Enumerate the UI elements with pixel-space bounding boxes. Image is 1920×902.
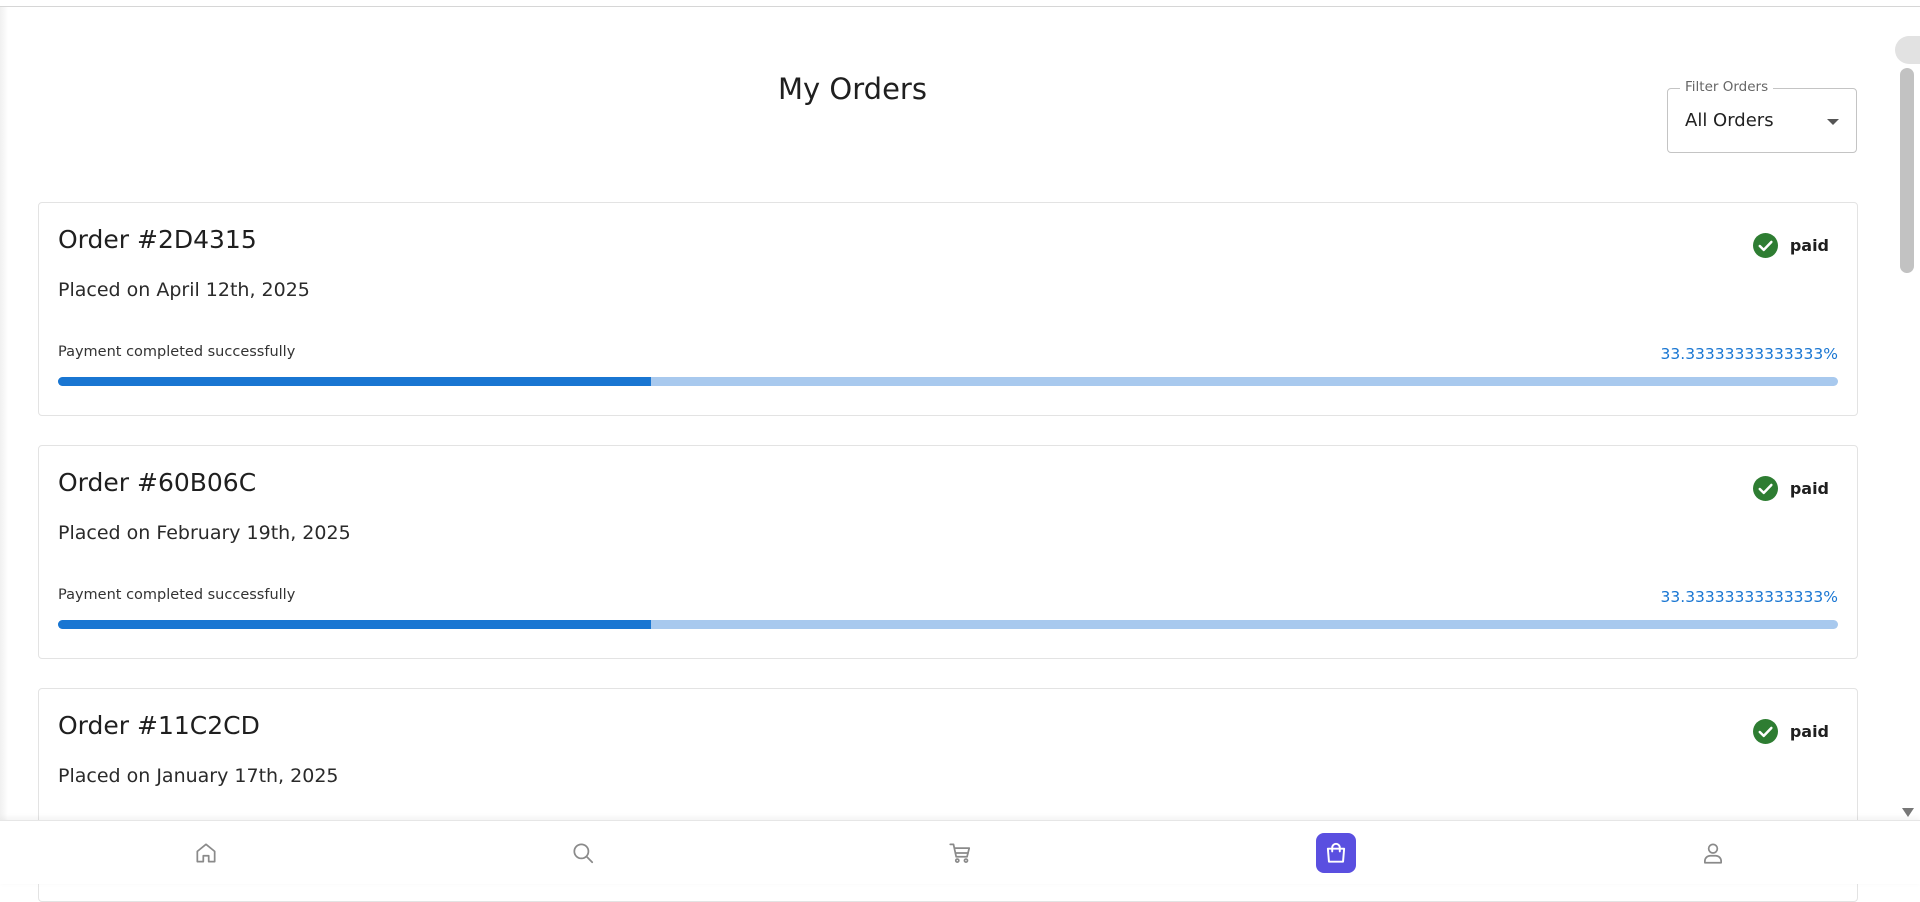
- nav-search-button[interactable]: [563, 833, 603, 873]
- order-date: Placed on February 19th, 2025: [58, 522, 351, 544]
- status-text: paid: [1789, 479, 1829, 498]
- progress-fill: [58, 377, 652, 386]
- status-text: paid: [1789, 722, 1829, 741]
- nav-profile-button[interactable]: [1693, 833, 1733, 873]
- scrollbar[interactable]: [1895, 36, 1920, 826]
- cart-icon: [949, 843, 971, 863]
- order-date: Placed on April 12th, 2025: [58, 279, 310, 301]
- filter-orders-label: Filter Orders: [1680, 79, 1774, 95]
- order-card[interactable]: Order #60B06C paid Placed on February 19…: [38, 445, 1858, 659]
- order-title: Order #11C2CD: [58, 711, 260, 740]
- status-badge: paid: [1752, 719, 1829, 744]
- order-date: Placed on January 17th, 2025: [58, 765, 339, 787]
- order-title: Order #60B06C: [58, 468, 257, 497]
- filter-orders-value: All Orders: [1685, 110, 1774, 131]
- user-icon: [1704, 843, 1722, 864]
- progress-caption: Payment completed successfully: [58, 344, 296, 360]
- filter-orders-select[interactable]: Filter Orders All Orders: [1667, 79, 1857, 153]
- progress-percent: 33.33333333333333%: [1660, 345, 1838, 363]
- check-circle-icon: [1752, 233, 1778, 258]
- bottom-nav: [0, 820, 1920, 884]
- top-divider: [0, 6, 1920, 7]
- progress-percent: 33.33333333333333%: [1660, 588, 1838, 606]
- order-card[interactable]: Order #2D4315 paid Placed on April 12th,…: [38, 202, 1858, 416]
- nav-cart-button[interactable]: [940, 833, 980, 873]
- status-text: paid: [1789, 236, 1829, 255]
- scrollbar-top-cap: [1895, 36, 1920, 64]
- left-edge-shadow: [0, 7, 8, 883]
- nav-home-button[interactable]: [186, 833, 226, 873]
- status-badge: paid: [1752, 476, 1829, 501]
- scrollbar-thumb[interactable]: [1900, 68, 1914, 273]
- nav-orders-button[interactable]: [1316, 833, 1356, 873]
- chevron-down-icon: [1827, 119, 1839, 125]
- page-title: My Orders: [778, 72, 927, 106]
- order-title: Order #2D4315: [58, 225, 257, 254]
- progress-caption: Payment completed successfully: [58, 587, 296, 603]
- progress-bar: [58, 377, 1838, 386]
- progress-bar: [58, 620, 1838, 629]
- search-icon: [573, 843, 594, 864]
- shopping-bag-icon: [1326, 842, 1346, 863]
- scroll-down-arrow-icon[interactable]: [1902, 808, 1914, 817]
- progress-fill: [58, 620, 652, 629]
- check-circle-icon: [1752, 719, 1778, 744]
- check-circle-icon: [1752, 476, 1778, 501]
- home-icon: [196, 843, 216, 863]
- status-badge: paid: [1752, 233, 1829, 258]
